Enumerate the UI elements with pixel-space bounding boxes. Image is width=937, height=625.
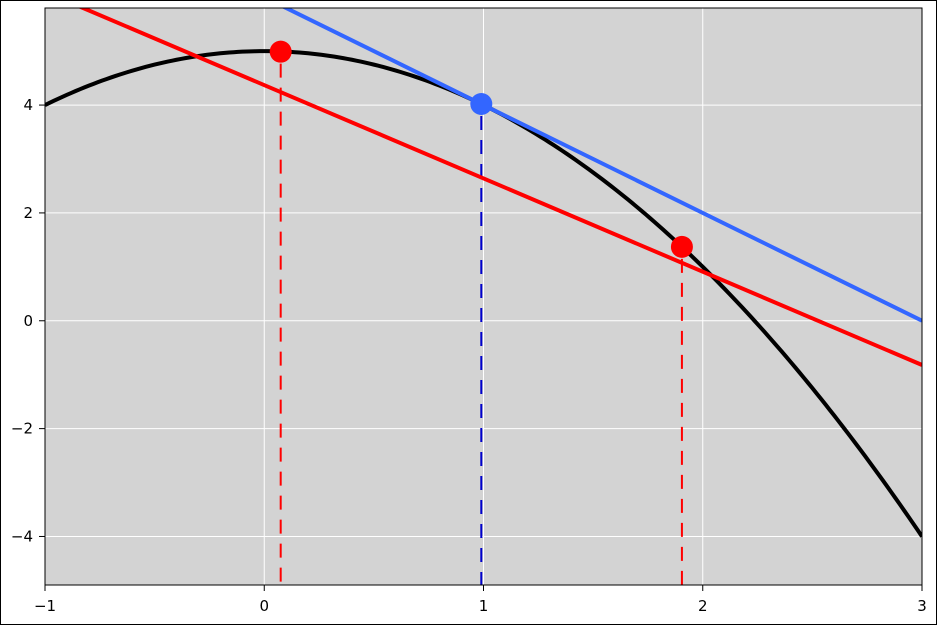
x-tick-label: −1 — [34, 597, 56, 615]
marker-point — [269, 40, 292, 63]
y-tick-label: 4 — [23, 96, 33, 114]
ticks: −1 0 1 2 3 −4 −2 0 2 4 — [11, 96, 927, 615]
y-tick-label: −2 — [11, 420, 33, 438]
grid — [44, 8, 923, 585]
y-tick-label: 2 — [23, 204, 33, 222]
x-tick-label: 0 — [259, 597, 269, 615]
marker-point — [670, 235, 693, 258]
x-tick-label: 2 — [698, 597, 708, 615]
x-tick-label: 3 — [917, 597, 927, 615]
points — [269, 40, 693, 258]
y-tick-label: 0 — [23, 312, 33, 330]
x-tick-label: 1 — [479, 597, 489, 615]
y-tick-label: −4 — [11, 527, 33, 545]
marker-point — [470, 92, 493, 115]
drop-lines — [279, 63, 683, 585]
secant-line — [77, 8, 922, 367]
